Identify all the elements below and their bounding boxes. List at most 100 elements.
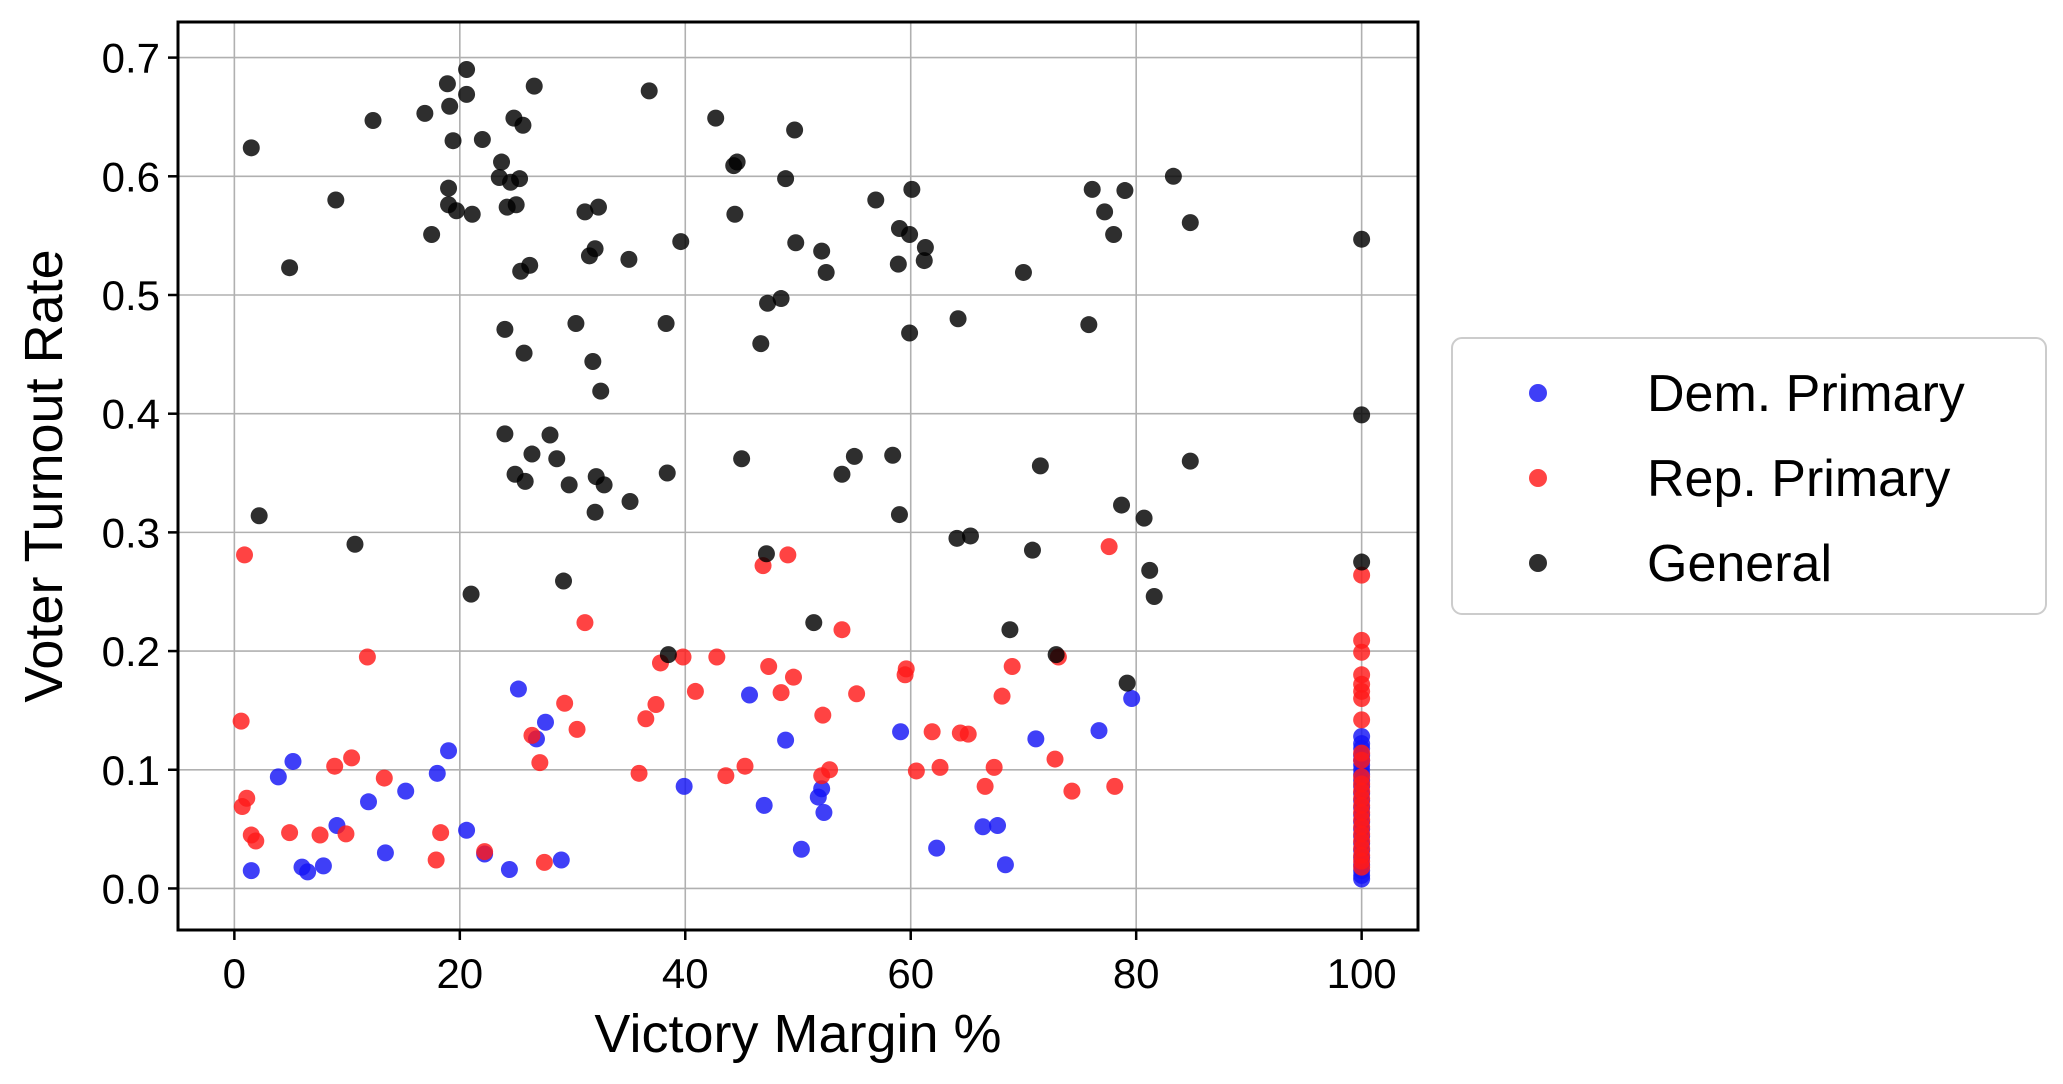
legend-item: Rep. Primary [1529, 450, 1950, 508]
data-point [974, 818, 992, 836]
data-point [496, 320, 514, 338]
data-point [772, 684, 790, 702]
data-point [777, 731, 795, 749]
data-point [989, 817, 1007, 835]
data-point [1090, 722, 1108, 740]
data-point [556, 694, 574, 712]
data-point [1353, 230, 1371, 248]
data-point [620, 250, 638, 268]
data-point [576, 203, 594, 221]
data-point [1353, 858, 1371, 876]
data-point [595, 476, 613, 494]
legend-label: General [1647, 535, 1832, 593]
data-point [657, 314, 675, 332]
data-point [1141, 561, 1159, 579]
data-point [1027, 730, 1045, 748]
data-point [523, 445, 541, 463]
plot-frame [176, 20, 1420, 932]
data-point [848, 685, 866, 703]
data-point [923, 723, 941, 741]
data-point [1106, 777, 1124, 795]
data-point [1047, 646, 1065, 664]
data-point [586, 240, 604, 258]
data-point [674, 648, 692, 666]
data-point [314, 857, 332, 875]
data-point [299, 863, 317, 881]
data-point [961, 527, 979, 545]
data-point [772, 290, 790, 308]
data-point [493, 153, 511, 171]
data-point [817, 263, 835, 281]
data-point [428, 764, 446, 782]
data-point [423, 225, 441, 243]
data-point [890, 506, 908, 524]
data-point [416, 104, 434, 122]
data-point [250, 507, 268, 525]
data-point [901, 324, 919, 342]
data-point [438, 75, 456, 93]
data-point [787, 234, 805, 252]
data-point [1145, 587, 1163, 605]
data-point [458, 85, 476, 103]
x-axis-label: Victory Margin % [594, 1004, 1001, 1064]
data-point [959, 725, 977, 743]
grid-lines [178, 22, 1418, 930]
data-point [326, 757, 344, 775]
data-point [760, 658, 778, 676]
data-point [813, 242, 831, 260]
data-point [568, 720, 586, 738]
data-point [427, 851, 445, 869]
x-tick-label: 60 [887, 950, 934, 997]
data-point [892, 723, 910, 741]
data-point [931, 758, 949, 776]
data-point [733, 450, 751, 468]
series-0 [242, 680, 1371, 888]
y-tick-label: 0.6 [102, 153, 160, 200]
data-point [238, 789, 256, 807]
data-point [1100, 538, 1118, 556]
data-points [232, 60, 1371, 888]
series-2 [242, 60, 1371, 692]
legend-label: Dem. Primary [1647, 365, 1965, 423]
data-point [815, 803, 833, 821]
data-point [364, 112, 382, 130]
data-point [759, 294, 777, 312]
data-point [915, 252, 933, 270]
data-point [1353, 870, 1371, 888]
y-tick-label: 0.2 [102, 628, 160, 675]
data-point [985, 758, 1003, 776]
data-point [897, 660, 915, 678]
data-point [525, 77, 543, 95]
data-point [948, 529, 966, 547]
legend: Dem. Primary Rep. Primary General [1451, 337, 2047, 615]
data-point [536, 713, 554, 731]
data-point [1353, 631, 1371, 649]
data-point [637, 710, 655, 728]
data-point [630, 764, 648, 782]
data-point [658, 464, 676, 482]
data-point [346, 535, 364, 553]
data-point [726, 205, 744, 223]
data-point [708, 648, 726, 666]
y-axis-ticks: 0.0 0.1 0.2 0.3 0.4 0.5 0.6 0.7 [102, 35, 178, 912]
data-point [672, 233, 690, 251]
data-point [236, 546, 254, 564]
data-point [476, 843, 494, 861]
data-point [1353, 711, 1371, 729]
data-point [814, 706, 832, 724]
y-axis-label: Voter Turnout Rate [14, 249, 74, 702]
data-point [586, 503, 604, 521]
legend-marker [1529, 384, 1547, 402]
data-point [741, 686, 759, 704]
data-point [535, 853, 553, 871]
data-point [1063, 782, 1081, 800]
data-point [1164, 167, 1182, 185]
data-point [792, 840, 810, 858]
data-point [707, 109, 725, 127]
data-point [327, 191, 345, 209]
y-tick-label: 0.4 [102, 391, 160, 438]
data-point [640, 82, 658, 100]
data-point [1181, 452, 1199, 470]
data-point [889, 255, 907, 273]
